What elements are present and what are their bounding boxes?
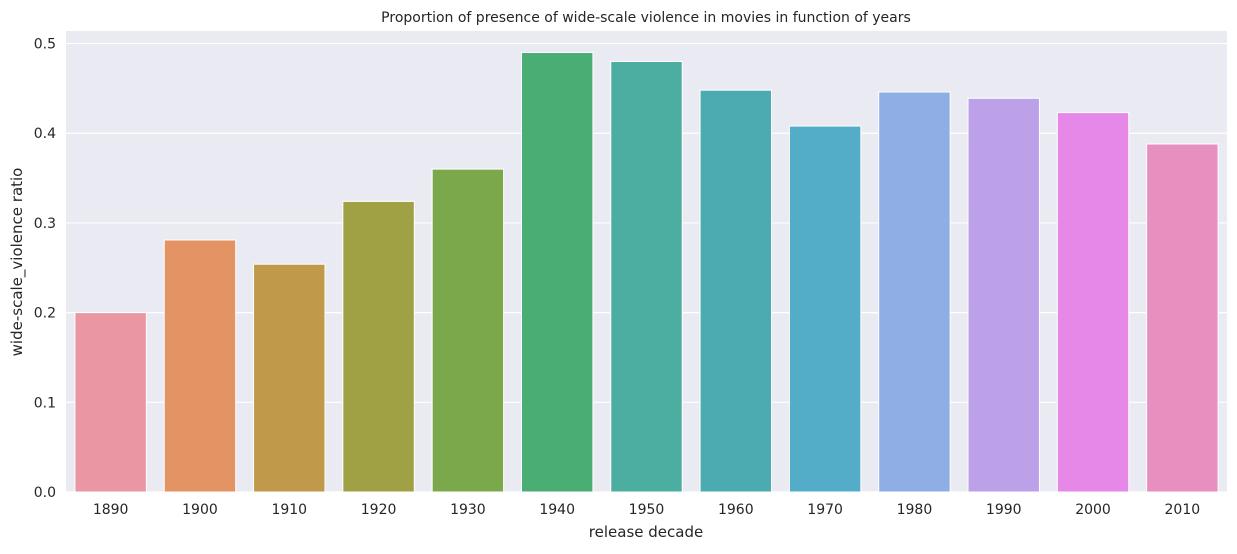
x-axis-label: release decade: [589, 523, 703, 541]
bar-2010: [1146, 143, 1219, 493]
bar-1950: [610, 60, 683, 493]
bar-1910: [253, 263, 326, 493]
y-tick-label: 0.2: [34, 306, 56, 322]
bar-1980: [878, 91, 951, 493]
bar-1940: [520, 52, 594, 493]
x-tick-label: 1890: [93, 502, 129, 518]
x-tick-label: 1910: [271, 502, 307, 518]
x-tick-label: 2010: [1165, 502, 1201, 518]
x-tick-label: 1990: [986, 502, 1022, 518]
y-axis-label: wide-scale_violence ratio: [8, 168, 27, 357]
x-tick-label: 1970: [807, 502, 843, 518]
x-tick-label: 1980: [897, 502, 933, 518]
x-tick-label: 2000: [1075, 502, 1111, 518]
bar-2000: [1056, 112, 1130, 493]
x-tick-label: 1920: [361, 502, 397, 518]
y-tick-label: 0.5: [34, 37, 56, 53]
bar-1970: [788, 125, 862, 493]
y-tick-label: 0.0: [34, 485, 56, 501]
bar-1990: [967, 97, 1040, 493]
x-tick-label: 1960: [718, 502, 754, 518]
bar-1920: [342, 200, 415, 493]
x-tick-label: 1900: [182, 502, 218, 518]
bar-1900: [163, 239, 237, 493]
x-tick-label: 1950: [629, 502, 665, 518]
x-tick-label: 1940: [539, 502, 575, 518]
bar-1930: [431, 168, 505, 493]
x-tick-label: 1930: [450, 502, 486, 518]
y-tick-label: 0.4: [34, 126, 56, 142]
chart-title: Proportion of presence of wide-scale vio…: [381, 10, 911, 26]
bar-1960: [699, 89, 773, 493]
bar-1890: [74, 312, 147, 493]
y-tick-label: 0.3: [34, 216, 56, 232]
y-tick-label: 0.1: [34, 395, 56, 411]
